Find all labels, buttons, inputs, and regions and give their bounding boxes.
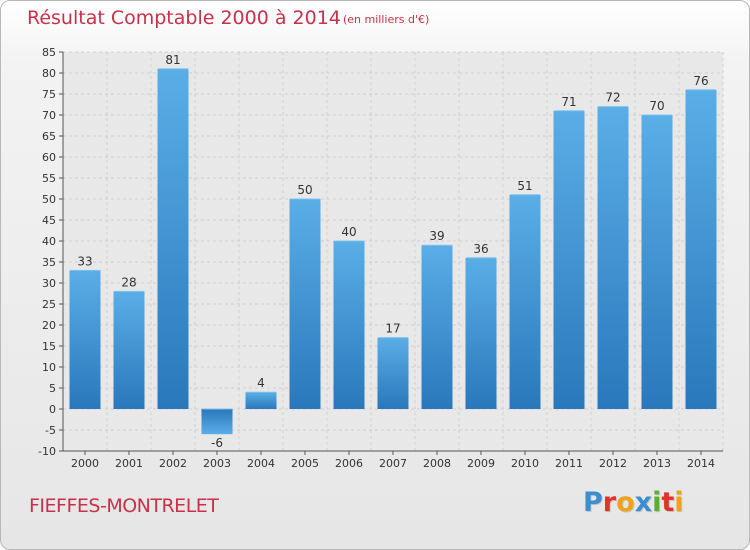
x-tick-label: 2006	[335, 457, 363, 470]
y-tick-label: 50	[42, 193, 56, 206]
data-label: 33	[77, 254, 92, 268]
data-label: 39	[429, 229, 444, 243]
bar	[641, 115, 673, 409]
data-label: 40	[341, 225, 356, 239]
bar	[289, 199, 321, 409]
data-label: 36	[473, 242, 488, 256]
y-tick-label: 30	[42, 277, 56, 290]
bar	[377, 337, 409, 409]
bar	[69, 270, 101, 409]
logo-letter: t	[661, 487, 675, 518]
bar	[333, 241, 365, 409]
x-tick-label: 2010	[511, 457, 539, 470]
x-tick-label: 2007	[379, 457, 407, 470]
commune-name: FIEFFES-MONTRELET	[29, 495, 219, 517]
data-label: 71	[561, 95, 576, 109]
y-tick-label: 70	[42, 109, 56, 122]
y-tick-label: 20	[42, 319, 56, 332]
logo-letter: i	[652, 487, 662, 518]
x-tick-label: 2012	[599, 457, 627, 470]
x-tick-label: 2001	[115, 457, 143, 470]
x-tick-label: 2004	[247, 457, 275, 470]
bar	[245, 392, 277, 409]
logo-letter: o	[616, 487, 635, 518]
bar	[157, 68, 189, 410]
y-tick-label: 75	[42, 88, 56, 101]
x-tick-label: 2014	[687, 457, 715, 470]
y-tick-label: 5	[49, 382, 56, 395]
data-label: 4	[257, 376, 265, 390]
x-tick-label: 2013	[643, 457, 671, 470]
bar	[597, 106, 629, 409]
y-tick-label: 15	[42, 340, 56, 353]
data-label: 76	[693, 74, 708, 88]
logo-letter: x	[634, 487, 653, 518]
logo-letter: r	[602, 487, 617, 518]
y-tick-label: 10	[42, 361, 56, 374]
y-tick-label: 65	[42, 130, 56, 143]
bar	[685, 89, 717, 410]
y-tick-label: 85	[42, 46, 56, 59]
x-tick-label: 2002	[159, 457, 187, 470]
y-tick-label: -5	[45, 424, 56, 437]
bar	[465, 257, 497, 409]
data-label: 51	[517, 179, 532, 193]
bar	[553, 110, 585, 410]
data-label: 28	[121, 275, 136, 289]
chart-subtitle: (en milliers d'€)	[343, 13, 430, 26]
x-tick-label: 2011	[555, 457, 583, 470]
logo-letter: i	[674, 487, 684, 518]
proxiti-logo: Proxiti	[583, 487, 684, 518]
logo-letter: P	[583, 487, 603, 518]
data-label: 72	[605, 91, 620, 105]
x-tick-label: 2008	[423, 457, 451, 470]
y-tick-label: 45	[42, 214, 56, 227]
data-label: 81	[165, 53, 180, 67]
bar	[421, 245, 453, 409]
y-tick-label: 40	[42, 235, 56, 248]
x-tick-label: 2009	[467, 457, 495, 470]
data-label: -6	[211, 436, 223, 450]
x-tick-label: 2000	[71, 457, 99, 470]
data-label: 70	[649, 99, 664, 113]
chart-title: Résultat Comptable 2000 à 2014	[27, 7, 341, 29]
bar	[113, 291, 145, 409]
data-label: 50	[297, 183, 312, 197]
y-tick-label: 35	[42, 256, 56, 269]
y-tick-label: 80	[42, 67, 56, 80]
bar	[201, 409, 233, 435]
y-tick-label: 55	[42, 172, 56, 185]
y-tick-label: 25	[42, 298, 56, 311]
y-tick-label: 0	[49, 403, 56, 416]
y-tick-label: -10	[38, 445, 56, 458]
y-tick-label: 60	[42, 151, 56, 164]
bar	[509, 194, 541, 409]
x-tick-label: 2003	[203, 457, 231, 470]
data-label: 17	[385, 322, 400, 336]
x-tick-label: 2005	[291, 457, 319, 470]
